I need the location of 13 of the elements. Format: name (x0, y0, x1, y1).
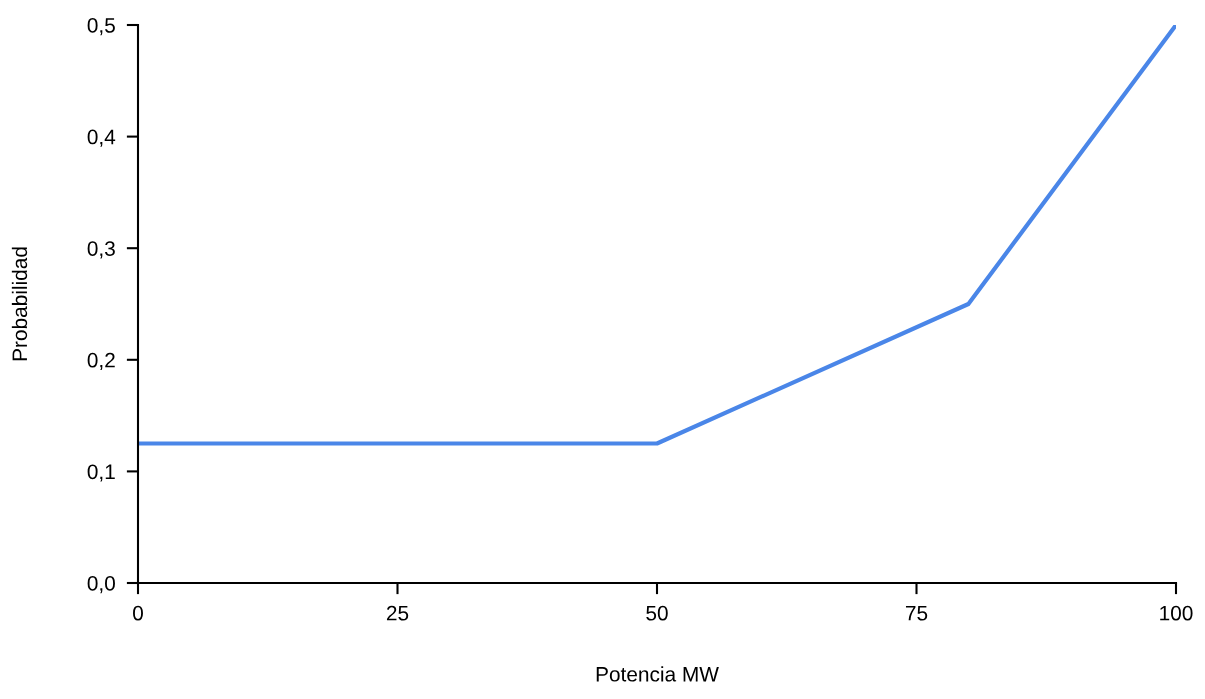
x-tick-label: 0 (133, 605, 143, 621)
y-tick-label: 0,2 (87, 352, 115, 371)
y-tick-label: 0,4 (87, 129, 116, 147)
x-axis-title: Potencia MW (596, 666, 719, 682)
x-tick-label: 25 (386, 605, 409, 621)
y-tick-label: 0,3 (87, 241, 115, 259)
y-tick-label: 0,0 (87, 576, 115, 594)
y-axis-title: Probabilidad (11, 247, 28, 361)
x-tick-label: 100 (1160, 605, 1193, 621)
y-tick-label: 0,5 (87, 18, 115, 36)
x-tick-label: 75 (905, 605, 928, 621)
x-tick-label: 50 (646, 605, 668, 621)
y-tick-label: 0,1 (87, 464, 115, 482)
